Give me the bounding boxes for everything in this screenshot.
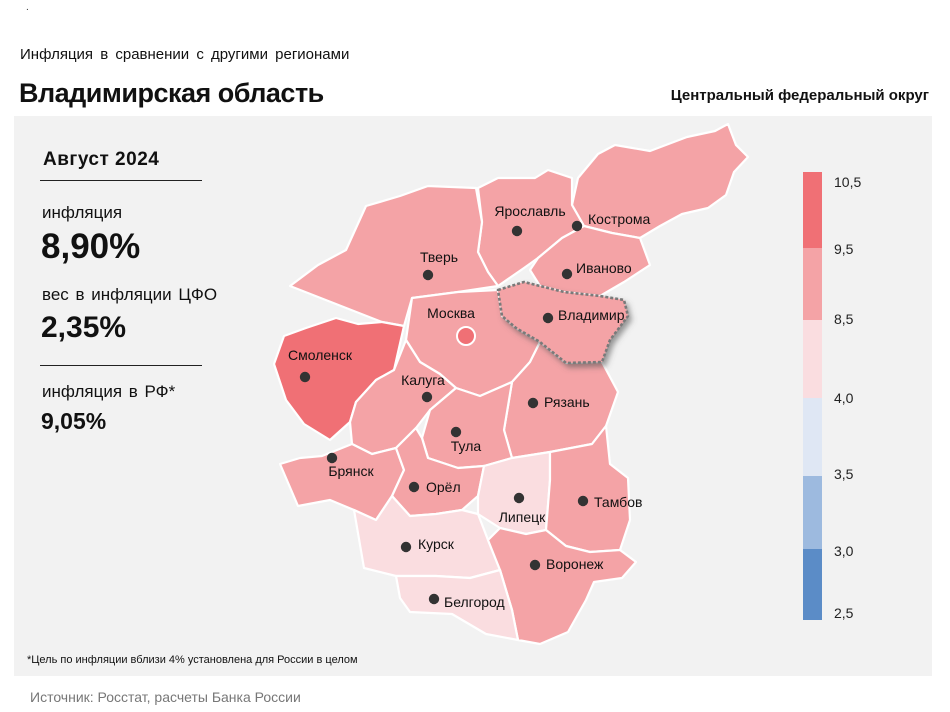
legend-label-3: 4,0 [834,390,854,406]
city-marker-ryazan [527,397,539,409]
city-marker-kaluga [421,391,433,403]
region-tver [288,184,500,328]
divider-bottom [40,365,202,366]
footnote: *Цель по инфляции вблизи 4% установлена … [27,654,358,666]
legend: 10,5 9,5 8,5 4,0 3,5 3,0 2,5 [803,172,861,621]
inflation-value: 8,90% [41,227,141,266]
city-label-orel: Орёл [426,479,461,495]
city-marker-tambov [577,495,589,507]
city-label-bryansk: Брянск [328,463,374,479]
city-label-tver: Тверь [420,249,458,265]
city-label-kursk: Курск [418,536,455,552]
moscow-city-marker [456,326,476,346]
stats-block: Август 2024 инфляция 8,90% вес в инфляци… [14,116,234,516]
city-marker-orel [408,481,420,493]
legend-bin-0 [803,172,822,248]
city-marker-kursk [400,541,412,553]
city-label-yaroslavl: Ярославль [494,203,565,219]
city-marker-lipetsk [513,492,525,504]
legend-bin-1 [803,248,822,320]
city-label-smolensk: Смоленск [288,347,353,363]
city-marker-ivanovo [561,268,573,280]
legend-label-5: 3,0 [834,543,854,559]
page-subtitle: Инфляция в сравнении с другими регионами [20,46,350,63]
city-marker-kostroma [571,220,583,232]
weight-label: вес в инфляции ЦФО [42,285,218,304]
russia-inflation-label: инфляция в РФ* [42,382,176,401]
city-label-moscow: Москва [427,305,475,321]
city-label-kostroma: Кострома [588,211,651,227]
inflation-label: инфляция [42,203,123,222]
legend-bin-4 [803,476,822,549]
legend-label-2: 8,5 [834,311,854,327]
legend-label-6: 2,5 [834,605,854,621]
city-label-tambov: Тамбов [594,494,642,510]
highlight-layer [496,280,630,365]
region-vladimir [496,280,630,365]
source-note: Источник: Росстат, расчеты Банка России [30,689,301,705]
city-marker-voronezh [529,559,541,571]
legend-bin-3 [803,398,822,476]
period-label: Август 2024 [43,149,160,170]
city-label-ivanovo: Иваново [576,260,632,276]
city-marker-tula [450,426,462,438]
city-label-kaluga: Калуга [401,372,445,388]
city-marker-belgorod [428,593,440,605]
markers-layer: Кострома Ярославль Тверь Иваново Владимир Мос… [288,203,651,610]
legend-bin-5 [803,549,822,620]
region-tambov [544,424,632,554]
region-belgorod [394,568,520,642]
city-marker-vladimir [542,312,554,324]
regions-layer [272,122,750,646]
city-label-lipetsk: Липецк [499,509,546,525]
weight-value: 2,35% [41,311,127,344]
divider-top [40,180,202,181]
legend-label-1: 9,5 [834,241,854,257]
city-label-vladimir: Владимир [558,307,625,323]
city-label-tula: Тула [451,438,482,454]
page-title: Владимирская область [19,78,324,108]
city-marker-bryansk [326,452,338,464]
region-kaluga [348,338,458,456]
city-label-belgorod: Белгород [444,594,505,610]
legend-label-4: 3,5 [834,466,854,482]
district-name: Центральный федеральный округ [670,87,929,104]
russia-inflation-value: 9,05% [41,408,107,434]
city-marker-tver [422,269,434,281]
legend-bin-2 [803,320,822,398]
city-marker-smolensk [299,371,311,383]
city-label-ryazan: Рязань [544,394,590,410]
city-label-voronezh: Воронеж [546,556,604,572]
legend-label-0: 10,5 [834,174,861,190]
city-marker-yaroslavl [511,225,523,237]
corner-dot: . [26,2,29,13]
